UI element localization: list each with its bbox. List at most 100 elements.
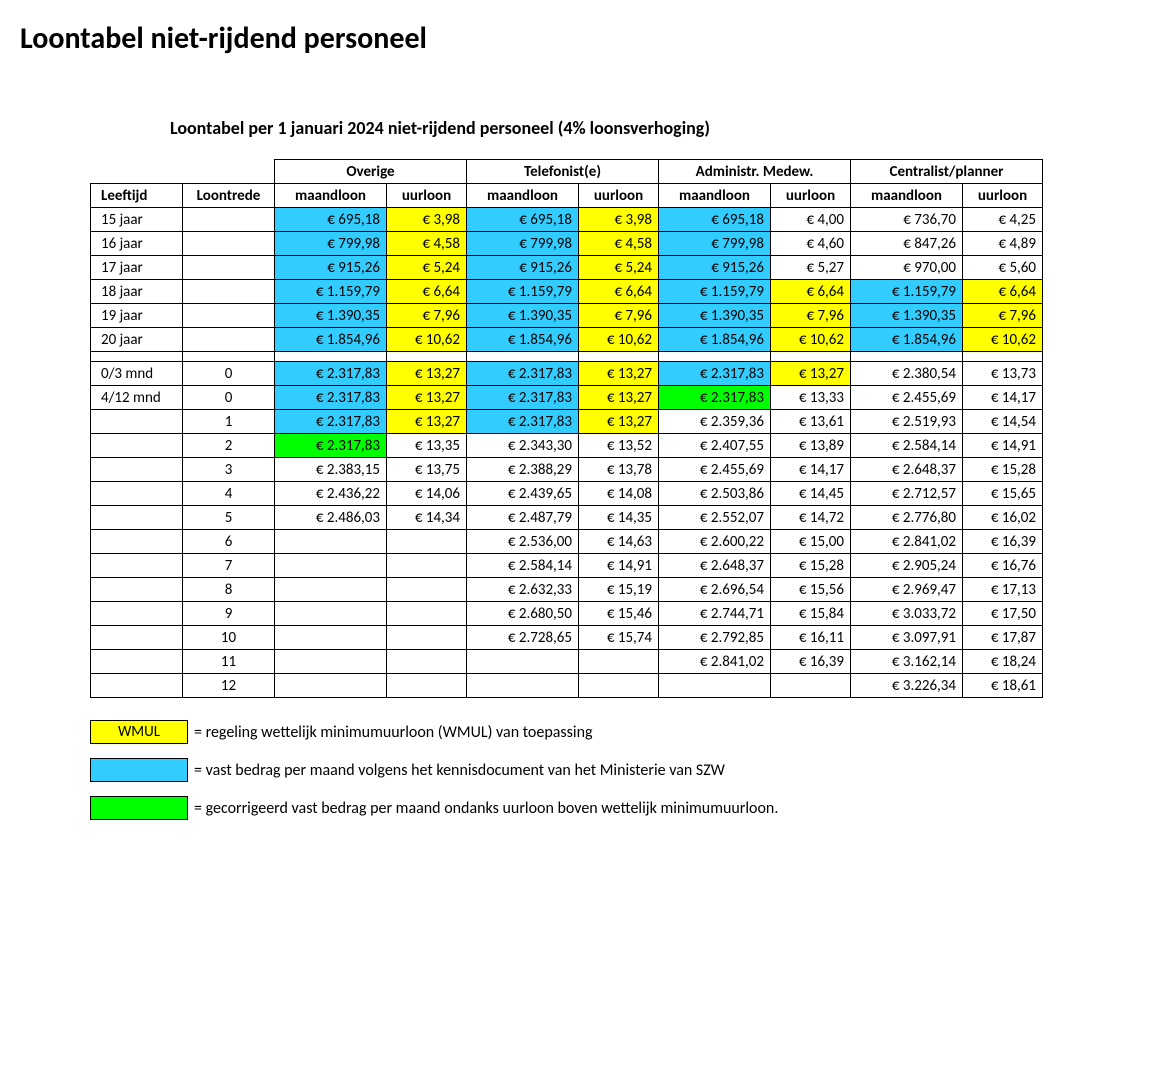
cell-value: € 13,52: [579, 434, 659, 458]
legend-text: = vast bedrag per maand volgens het kenn…: [194, 761, 725, 780]
wage-table: OverigeTelefonist(e)Administr. Medew.Cen…: [90, 159, 1043, 698]
cell-value: € 13,27: [579, 386, 659, 410]
cell-value: € 2.439,65: [467, 482, 579, 506]
cell-value: € 7,96: [387, 304, 467, 328]
cell-loontrede: 2: [183, 434, 275, 458]
cell-value: € 18,24: [963, 650, 1043, 674]
cell-value: € 1.390,35: [467, 304, 579, 328]
table-row: 2€ 2.317,83€ 13,35€ 2.343,30€ 13,52€ 2.4…: [91, 434, 1043, 458]
cell-value: € 16,02: [963, 506, 1043, 530]
cell-value: € 2.503,86: [659, 482, 771, 506]
cell-value: € 970,00: [851, 256, 963, 280]
cell-loontrede: 7: [183, 554, 275, 578]
cell-value: € 18,61: [963, 674, 1043, 698]
cell-value: [275, 578, 387, 602]
cell-value: € 2.969,47: [851, 578, 963, 602]
cell-value: € 2.487,79: [467, 506, 579, 530]
cell-value: € 15,28: [771, 554, 851, 578]
col-loontrede: Loontrede: [183, 184, 275, 208]
cell-value: [387, 530, 467, 554]
page-title: Loontabel niet-rijdend personeel: [20, 20, 1146, 57]
cell-value: € 10,62: [963, 328, 1043, 352]
cell-leeftijd: 0/3 mnd: [91, 362, 183, 386]
cell-value: € 695,18: [275, 208, 387, 232]
col-uurloon: uurloon: [387, 184, 467, 208]
cell-value: € 14,06: [387, 482, 467, 506]
group-header: Telefonist(e): [467, 160, 659, 184]
cell-value: € 2.792,85: [659, 626, 771, 650]
cell-value: € 17,50: [963, 602, 1043, 626]
table-row: 11€ 2.841,02€ 16,39€ 3.162,14€ 18,24: [91, 650, 1043, 674]
table-row: 1€ 2.317,83€ 13,27€ 2.317,83€ 13,27€ 2.3…: [91, 410, 1043, 434]
legend-box: [90, 758, 188, 782]
cell-value: [771, 674, 851, 698]
cell-value: € 2.455,69: [851, 386, 963, 410]
cell-value: € 2.486,03: [275, 506, 387, 530]
cell-value: [579, 650, 659, 674]
cell-value: € 2.359,36: [659, 410, 771, 434]
cell-value: € 7,96: [579, 304, 659, 328]
cell-value: € 3.226,34: [851, 674, 963, 698]
cell-value: € 14,35: [579, 506, 659, 530]
col-leeftijd: Leeftijd: [91, 184, 183, 208]
legend-text: = regeling wettelijk minimumuurloon (WMU…: [194, 723, 593, 742]
cell-value: [275, 626, 387, 650]
cell-leeftijd: [91, 602, 183, 626]
cell-value: € 4,89: [963, 232, 1043, 256]
cell-loontrede: 5: [183, 506, 275, 530]
cell-leeftijd: 4/12 mnd: [91, 386, 183, 410]
cell-value: € 16,76: [963, 554, 1043, 578]
cell-value: [579, 674, 659, 698]
cell-value: € 2.696,54: [659, 578, 771, 602]
cell-value: € 15,46: [579, 602, 659, 626]
cell-value: € 2.680,50: [467, 602, 579, 626]
cell-leeftijd: 19 jaar: [91, 304, 183, 328]
cell-value: € 2.648,37: [659, 554, 771, 578]
cell-value: € 3.097,91: [851, 626, 963, 650]
legend-box: [90, 796, 188, 820]
cell-value: € 799,98: [467, 232, 579, 256]
cell-value: € 3,98: [387, 208, 467, 232]
table-row: 12€ 3.226,34€ 18,61: [91, 674, 1043, 698]
cell-value: € 13,35: [387, 434, 467, 458]
cell-value: € 14,17: [771, 458, 851, 482]
cell-value: € 15,28: [963, 458, 1043, 482]
cell-value: € 799,98: [659, 232, 771, 256]
cell-value: € 5,27: [771, 256, 851, 280]
cell-value: € 3,98: [579, 208, 659, 232]
cell-value: € 3.162,14: [851, 650, 963, 674]
table-row: 5€ 2.486,03€ 14,34€ 2.487,79€ 14,35€ 2.5…: [91, 506, 1043, 530]
cell-value: [387, 674, 467, 698]
cell-value: [387, 578, 467, 602]
cell-value: € 2.841,02: [659, 650, 771, 674]
cell-value: € 16,39: [963, 530, 1043, 554]
cell-value: € 2.744,71: [659, 602, 771, 626]
cell-value: € 2.552,07: [659, 506, 771, 530]
cell-value: € 2.317,83: [659, 362, 771, 386]
cell-value: € 7,96: [771, 304, 851, 328]
cell-value: [387, 626, 467, 650]
cell-value: € 14,17: [963, 386, 1043, 410]
cell-value: € 13,33: [771, 386, 851, 410]
cell-value: € 15,74: [579, 626, 659, 650]
cell-value: € 2.317,83: [467, 386, 579, 410]
cell-value: € 2.317,83: [659, 386, 771, 410]
cell-value: € 10,62: [771, 328, 851, 352]
cell-value: € 2.632,33: [467, 578, 579, 602]
cell-value: [275, 650, 387, 674]
cell-value: € 13,27: [387, 386, 467, 410]
cell-value: € 1.390,35: [851, 304, 963, 328]
cell-value: € 2.317,83: [275, 434, 387, 458]
cell-value: € 7,96: [963, 304, 1043, 328]
cell-value: € 2.455,69: [659, 458, 771, 482]
cell-value: € 1.854,96: [659, 328, 771, 352]
cell-leeftijd: [91, 626, 183, 650]
cell-value: € 14,72: [771, 506, 851, 530]
table-row: 3€ 2.383,15€ 13,75€ 2.388,29€ 13,78€ 2.4…: [91, 458, 1043, 482]
cell-value: € 915,26: [275, 256, 387, 280]
cell-value: € 15,65: [963, 482, 1043, 506]
cell-loontrede: [183, 304, 275, 328]
cell-value: € 2.436,22: [275, 482, 387, 506]
cell-value: € 10,62: [387, 328, 467, 352]
table-row: 15 jaar€ 695,18€ 3,98€ 695,18€ 3,98€ 695…: [91, 208, 1043, 232]
